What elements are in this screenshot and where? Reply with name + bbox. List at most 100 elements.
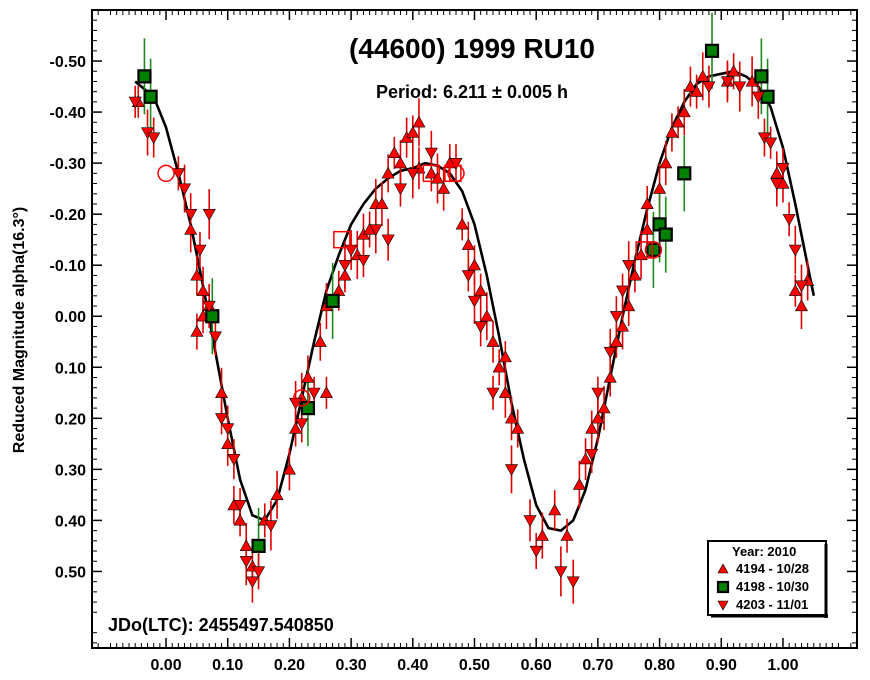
data-point-square (646, 242, 661, 257)
data-point-triangle-down (566, 576, 580, 589)
data-point-triangle-up (289, 421, 303, 434)
x-tick-label: 0.90 (706, 657, 737, 674)
y-tick-label: 0.40 (55, 513, 86, 530)
data-point-triangle-up (634, 248, 648, 261)
data-point-open-circle (447, 164, 465, 183)
data-point-open-circle (644, 241, 663, 259)
data-point-triangle-up (319, 386, 333, 398)
data-point-triangle-up (640, 222, 654, 235)
data-point-triangle-down (356, 254, 370, 267)
legend-marker-triangle-down (717, 600, 729, 611)
data-point-triangle-down (338, 260, 352, 272)
data-point-triangle-up (683, 79, 697, 92)
data-point-triangle-up (467, 258, 482, 271)
data-point-triangle-down (393, 183, 407, 196)
data-point-triangle-up (338, 268, 352, 281)
legend-marker-triangle-up (717, 563, 729, 574)
legend-entry-label: 4198 - 10/30 (736, 579, 809, 594)
data-point-triangle-up (603, 370, 617, 383)
data-point-triangle-up (727, 64, 741, 77)
data-point-square (251, 538, 266, 554)
data-point-triangle-up (190, 324, 204, 337)
data-point-triangle-down (233, 499, 247, 512)
data-point-triangle-down (505, 464, 519, 476)
data-point-triangle-up (560, 529, 574, 541)
data-point-triangle-up (424, 166, 438, 179)
y-tick-label: 0.20 (55, 411, 86, 428)
data-point-triangle-up (387, 146, 401, 159)
data-point-triangle-down (622, 260, 636, 272)
data-point-triangle-up (579, 452, 593, 465)
data-point-triangle-up (770, 166, 784, 179)
x-tick-label: 0.30 (336, 657, 367, 674)
data-point-triangle-up (393, 156, 407, 169)
legend: Year: 2010 4194 - 10/28 4198 - 10/30 4203 … (707, 540, 828, 618)
y-tick-label: 0.30 (55, 462, 86, 479)
data-point-triangle-up (190, 268, 204, 281)
data-point-triangle-down (239, 556, 253, 568)
data-point-triangle-down (603, 346, 617, 359)
data-point-triangle-down (369, 224, 383, 237)
data-point-triangle-down (307, 387, 321, 400)
y-tick-label: -0.30 (50, 156, 87, 173)
data-point-triangle-up (313, 335, 327, 347)
data-point-triangle-down (782, 214, 796, 226)
x-tick-label: 0.80 (644, 657, 675, 674)
data-point-triangle-down (178, 183, 192, 196)
data-point-triangle-down (171, 168, 185, 180)
y-tick-label: 0.10 (55, 360, 86, 377)
data-point-triangle-up (239, 539, 253, 552)
legend-entry-label: 4203 - 11/01 (736, 597, 808, 612)
data-point-triangle-down (208, 331, 222, 344)
data-point-triangle-down (591, 387, 605, 400)
data-point-square (754, 69, 769, 84)
x-tick-label: 0.00 (150, 657, 181, 674)
data-point-square (205, 309, 220, 324)
data-point-triangle-down (424, 147, 438, 160)
data-point-square (658, 227, 673, 242)
data-point-triangle-up (480, 309, 494, 322)
y-axis-label: Reduced Magnitude alpha(16.3°) (11, 207, 28, 453)
jd-annotation: JDo(LTC): 2455497.540850 (108, 615, 334, 635)
data-point-triangle-up (616, 319, 630, 332)
data-point-triangle-down (720, 76, 734, 89)
legend-entry-label: 4194 - 10/28 (736, 561, 809, 576)
data-point-triangle-down (702, 81, 716, 94)
data-point-triangle-up (659, 156, 673, 169)
data-point-triangle-up (505, 411, 519, 424)
data-point-triangle-up (548, 503, 562, 516)
data-point-square (704, 43, 720, 58)
legend-box (707, 540, 827, 616)
data-point-triangle-up (492, 360, 506, 373)
data-point-triangle-up (412, 115, 426, 128)
data-point-triangle-down (794, 280, 808, 293)
data-point-triangle-down (202, 209, 216, 221)
data-point-triangle-up (406, 125, 420, 138)
data-point-triangle-up (430, 171, 444, 184)
data-point-triangle-up (486, 335, 500, 347)
data-point-square (677, 166, 692, 181)
data-point-triangle-up (498, 350, 512, 363)
data-point-triangle-down (461, 270, 475, 283)
data-point-triangle-up (597, 401, 611, 414)
data-point-triangle-down (202, 300, 216, 313)
y-tick-label: -0.40 (50, 105, 87, 122)
data-point-triangle-down (609, 311, 623, 323)
data-point-triangle-up (301, 370, 315, 383)
data-point-triangle-up (622, 299, 636, 312)
data-point-triangle-up (677, 105, 691, 118)
data-point-triangle-up (455, 217, 469, 230)
data-point-triangle-up (381, 166, 395, 179)
data-point-open-square (635, 241, 653, 259)
data-point-triangle-down (467, 295, 482, 308)
data-point-triangle-up (572, 478, 586, 490)
y-tick-label: 0.50 (55, 564, 86, 581)
data-point-triangle-down (221, 423, 235, 436)
data-point-triangle-down (381, 234, 395, 247)
data-point-triangle-down (788, 244, 802, 257)
data-point-triangle-up (437, 182, 451, 194)
data-point-triangle-down (733, 81, 747, 94)
data-point-triangle-up (671, 115, 685, 128)
data-point-triangle-down (128, 96, 142, 109)
axis-ticks-layer: 0.00 0.10 0.20 0.30 0.40 0.50 0.60 0.70 0.80 0.90… (50, 10, 857, 674)
